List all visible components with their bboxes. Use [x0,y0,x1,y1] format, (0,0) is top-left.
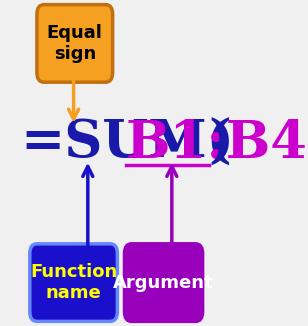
Text: Equal
sign: Equal sign [47,24,103,63]
FancyBboxPatch shape [37,5,113,82]
FancyBboxPatch shape [30,244,117,321]
Text: =SUM(: =SUM( [20,118,232,169]
Text: B1:B4: B1:B4 [126,118,308,169]
FancyBboxPatch shape [124,244,203,321]
Text: Argument: Argument [113,274,214,291]
Text: Function
name: Function name [30,263,117,302]
Text: ): ) [209,118,233,169]
